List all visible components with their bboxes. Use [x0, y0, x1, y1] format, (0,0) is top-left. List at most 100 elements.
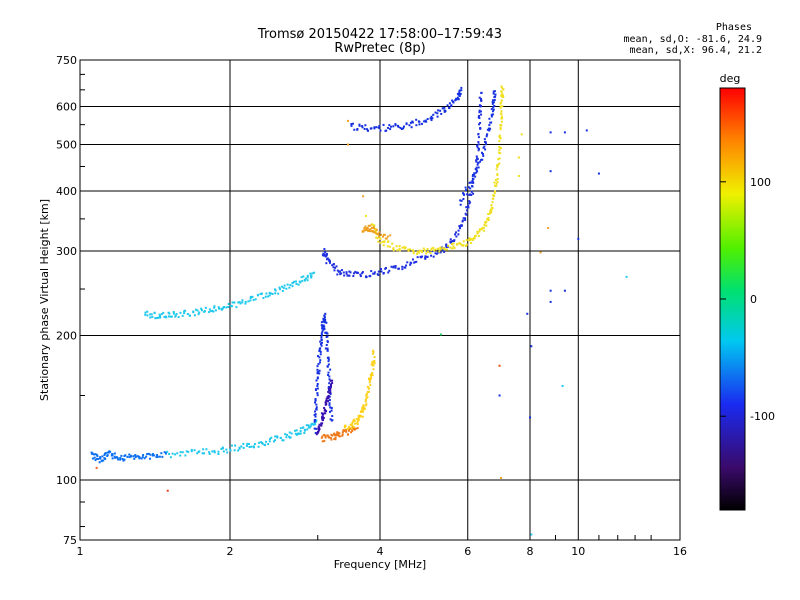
- echo-point: [411, 249, 414, 252]
- echo-point: [330, 409, 333, 412]
- echo-point: [331, 264, 334, 267]
- echo-point: [415, 260, 418, 263]
- echo-point: [245, 444, 248, 447]
- echo-point: [457, 98, 460, 101]
- echo-point: [123, 458, 126, 461]
- echo-point: [235, 306, 238, 309]
- echo-point: [357, 419, 360, 422]
- echo-point: [324, 319, 327, 322]
- echo-point: [365, 276, 368, 279]
- echo-point: [429, 251, 432, 254]
- echo-point: [299, 432, 302, 435]
- echo-point: [129, 454, 132, 457]
- echo-point: [385, 237, 388, 240]
- echo-point: [400, 127, 403, 130]
- echo-point: [274, 435, 277, 438]
- echo-point: [327, 371, 330, 374]
- echo-point: [203, 452, 206, 455]
- echo-point: [485, 224, 488, 227]
- echo-point: [305, 277, 308, 280]
- echo-point: [460, 89, 463, 92]
- echo-point: [227, 302, 230, 305]
- echo-point: [285, 436, 288, 439]
- echo-point: [372, 360, 375, 363]
- echo-point: [361, 126, 364, 129]
- echo-point: [332, 263, 335, 266]
- echo-point: [577, 237, 580, 240]
- echo-point: [321, 435, 324, 438]
- echo-point: [458, 226, 461, 229]
- echo-point: [375, 232, 378, 235]
- echo-point: [128, 456, 131, 459]
- echo-point: [492, 194, 495, 197]
- echo-point: [307, 424, 310, 427]
- echo-point: [368, 379, 371, 382]
- echo-point: [394, 123, 397, 126]
- echo-point: [320, 412, 323, 415]
- echo-point: [408, 124, 411, 127]
- colorbar-ticks: 100 0 -100: [719, 87, 775, 511]
- y-tick-label: 75: [63, 534, 77, 547]
- echo-point: [337, 434, 340, 437]
- echo-point: [441, 247, 444, 250]
- echo-point: [499, 137, 502, 140]
- echo-point: [500, 90, 503, 93]
- echo-point: [499, 128, 502, 131]
- echo-point: [399, 126, 402, 129]
- echo-point: [439, 248, 442, 251]
- y-tick-label: 300: [56, 245, 77, 258]
- echo-point: [371, 363, 374, 366]
- echo-point: [373, 127, 376, 130]
- echo-point: [498, 136, 501, 139]
- echo-point: [172, 310, 175, 313]
- echo-point: [479, 97, 482, 100]
- echo-point: [461, 244, 464, 247]
- echo-point: [198, 450, 201, 453]
- echo-point: [264, 440, 267, 443]
- echo-point: [430, 249, 433, 252]
- echo-point: [329, 385, 332, 388]
- echo-point: [500, 112, 503, 115]
- echo-point: [443, 247, 446, 250]
- echo-point: [157, 316, 160, 319]
- echo-point: [404, 246, 407, 249]
- echo-point: [465, 189, 468, 192]
- echo-point: [501, 105, 504, 108]
- echo-point: [323, 314, 326, 317]
- echo-point: [415, 118, 418, 121]
- x-axis-ticks: 1 2 4 6 8 10 16: [77, 535, 687, 558]
- echo-point: [491, 110, 494, 113]
- echo-point: [480, 113, 483, 116]
- echo-point: [369, 378, 372, 381]
- y-axis-title: Stationary phase Virtual Height [km]: [38, 199, 51, 401]
- echo-point: [455, 235, 458, 238]
- echo-point: [451, 240, 454, 243]
- echo-point: [625, 275, 628, 278]
- echo-point: [320, 344, 323, 347]
- echo-point: [476, 230, 479, 233]
- echo-point: [321, 413, 324, 416]
- echo-point: [375, 228, 378, 231]
- echo-point: [329, 379, 332, 382]
- echo-point: [101, 459, 104, 462]
- echo-point: [151, 453, 154, 456]
- echo-point: [490, 121, 493, 124]
- echo-point: [370, 230, 373, 233]
- echo-point: [321, 419, 324, 422]
- echo-point: [290, 432, 293, 435]
- echo-point: [331, 434, 334, 437]
- echo-point: [306, 279, 309, 282]
- echo-point: [283, 284, 286, 287]
- echo-point: [231, 301, 234, 304]
- echo-point: [493, 104, 496, 107]
- echo-point: [257, 445, 260, 448]
- echo-point: [485, 135, 488, 138]
- echo-point: [371, 374, 374, 377]
- echo-point: [277, 292, 280, 295]
- y-tick-label: 500: [56, 139, 77, 152]
- echo-point: [356, 422, 359, 425]
- echo-point: [467, 204, 470, 207]
- echo-point: [368, 377, 371, 380]
- echo-point: [487, 213, 490, 216]
- echo-point: [174, 314, 177, 317]
